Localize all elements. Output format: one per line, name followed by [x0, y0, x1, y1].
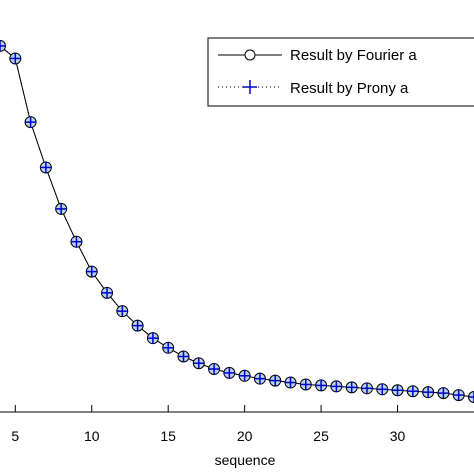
prony-point [101, 287, 113, 299]
prony-point [40, 161, 52, 173]
prony-point [0, 40, 6, 52]
legend-prony-label: Result by Prony a [290, 80, 409, 97]
prony-point [162, 342, 174, 354]
prony-point [453, 389, 465, 401]
x-tick-label: 10 [84, 428, 100, 444]
prony-point [208, 363, 220, 375]
prony-point [116, 305, 128, 317]
x-tick-label: 15 [160, 428, 176, 444]
prony-point [132, 320, 144, 332]
x-axis-label: sequence [215, 452, 276, 468]
prony-point [269, 375, 281, 387]
prony-point [300, 378, 312, 390]
prony-point [285, 377, 297, 389]
ticks-layer: 5 10 15 20 25 30 [11, 405, 406, 444]
x-tick-label: 30 [390, 428, 406, 444]
prony-point [361, 382, 373, 394]
legend: Result by Fourier a Result by Prony a [207, 37, 474, 107]
prony-point [193, 357, 205, 369]
prony-point [70, 236, 82, 248]
prony-point [407, 385, 419, 397]
prony-point [392, 384, 404, 396]
prony-point [147, 332, 159, 344]
prony-point [25, 116, 37, 128]
prony-point [55, 203, 67, 215]
prony-point [330, 380, 342, 392]
prony-point [346, 381, 358, 393]
prony-point [468, 391, 474, 403]
legend-box [207, 37, 474, 107]
prony-point [254, 373, 266, 385]
prony-point [315, 379, 327, 391]
prony-point [177, 350, 189, 362]
x-tick-label: 5 [11, 428, 19, 444]
prony-point [422, 386, 434, 398]
prony-point [239, 370, 251, 382]
series-layer [0, 39, 474, 403]
legend-fourier-marker [244, 49, 256, 61]
prony-point [437, 387, 449, 399]
prony-point [86, 266, 98, 278]
prony-point [223, 367, 235, 379]
prony-point [376, 383, 388, 395]
prony-point [9, 52, 21, 64]
legend-fourier-label: Result by Fourier a [290, 47, 417, 64]
x-tick-label: 20 [237, 428, 253, 444]
x-tick-label: 25 [313, 428, 329, 444]
